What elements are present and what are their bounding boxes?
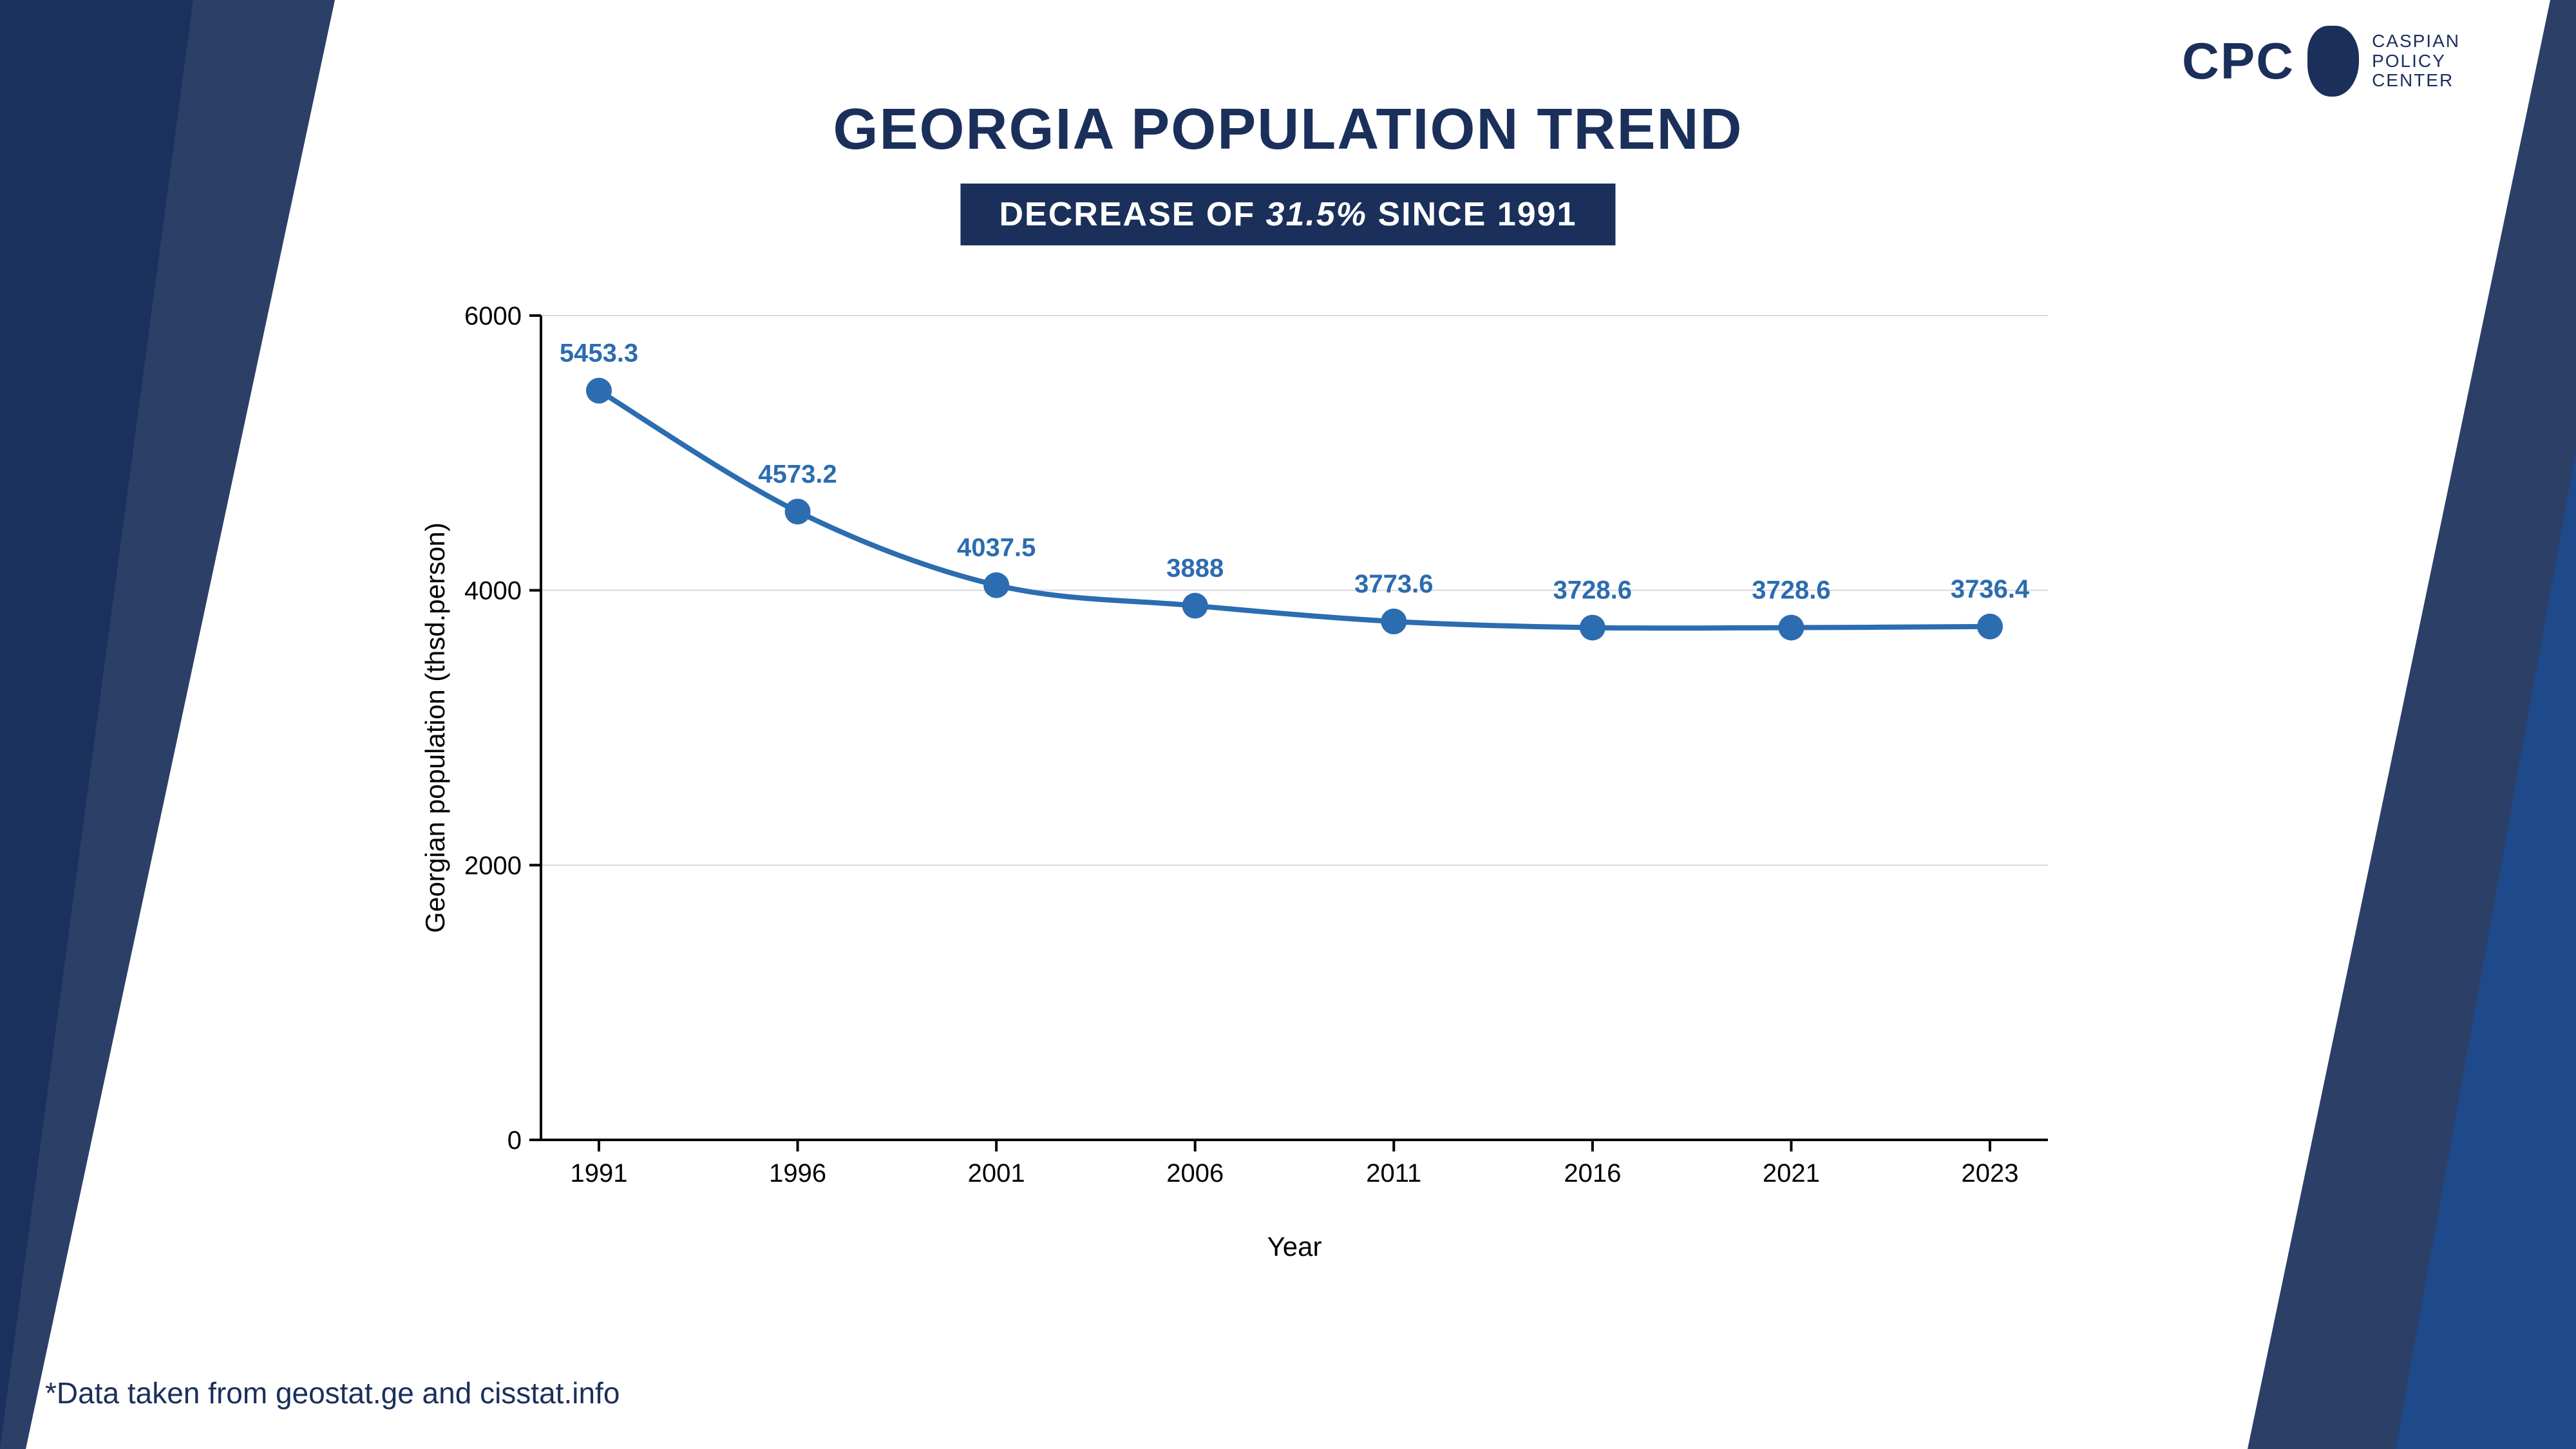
logo-line3: CENTER — [2372, 71, 2460, 91]
cpc-logo: CPC CASPIAN POLICY CENTER — [2182, 26, 2460, 97]
data-source-footnote: *Data taken from geostat.ge and cisstat.… — [45, 1376, 620, 1410]
chart-title: GEORGIA POPULATION TREND — [833, 97, 1743, 163]
svg-text:3728.6: 3728.6 — [1553, 576, 1632, 605]
svg-text:6000: 6000 — [464, 302, 522, 330]
logo-line1: CASPIAN — [2372, 32, 2460, 52]
population-chart: 0 2000 4000 6000 1991 1996 2001 2006 2011 2016 202… — [399, 277, 2074, 1282]
svg-text:4037.5: 4037.5 — [957, 534, 1036, 562]
svg-text:3773.6: 3773.6 — [1354, 570, 1433, 598]
svg-text:2016: 2016 — [1564, 1159, 1621, 1188]
svg-text:4573.2: 4573.2 — [758, 460, 837, 488]
svg-text:0: 0 — [507, 1126, 522, 1155]
decor-left — [0, 0, 386, 1449]
svg-text:3888: 3888 — [1166, 554, 1224, 583]
decor-right — [2190, 0, 2576, 1449]
svg-text:2006: 2006 — [1166, 1159, 1224, 1188]
logo-abbr: CPC — [2182, 32, 2295, 91]
svg-text:1991: 1991 — [571, 1159, 628, 1188]
subtitle-pct: 31.5% — [1266, 196, 1367, 233]
svg-text:Year: Year — [1267, 1231, 1322, 1262]
svg-text:5453.3: 5453.3 — [560, 339, 638, 368]
chart-svg: 0 2000 4000 6000 1991 1996 2001 2006 2011 2016 202… — [399, 277, 2074, 1282]
subtitle-band: DECREASE OF 31.5% SINCE 1991 — [960, 184, 1615, 245]
subtitle-prefix: DECREASE OF — [999, 196, 1265, 233]
svg-text:3728.6: 3728.6 — [1752, 576, 1830, 605]
caspian-shape-icon — [2307, 26, 2359, 97]
svg-text:2023: 2023 — [1962, 1159, 2019, 1188]
svg-text:Georgian population (thsd.pers: Georgian population (thsd.person) — [420, 522, 450, 933]
svg-text:2000: 2000 — [464, 851, 522, 880]
svg-text:3736.4: 3736.4 — [1951, 575, 2030, 603]
svg-text:1996: 1996 — [769, 1159, 826, 1188]
svg-text:4000: 4000 — [464, 577, 522, 605]
svg-text:2021: 2021 — [1763, 1159, 1820, 1188]
subtitle-suffix: SINCE 1991 — [1378, 196, 1577, 233]
svg-text:2001: 2001 — [968, 1159, 1025, 1188]
svg-text:2011: 2011 — [1366, 1159, 1421, 1188]
logo-line2: POLICY — [2372, 52, 2460, 71]
logo-text: CASPIAN POLICY CENTER — [2372, 32, 2460, 91]
